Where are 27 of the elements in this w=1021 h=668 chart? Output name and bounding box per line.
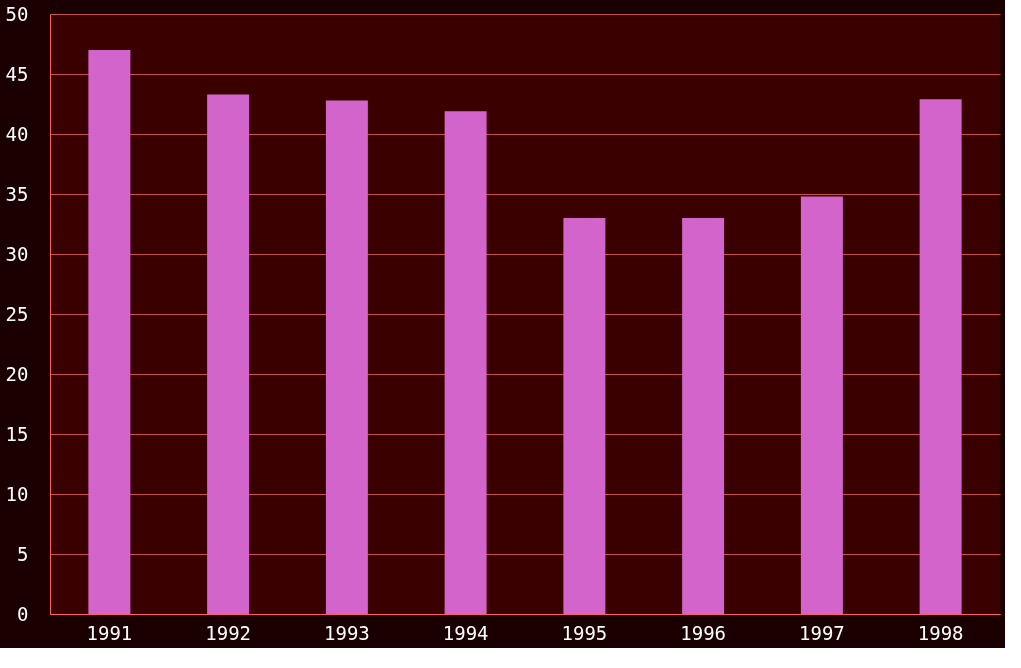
y-tick-label: 50 [5,2,29,25]
bar [325,100,368,614]
bar [88,50,131,614]
x-tick-label: 1997 [798,621,845,644]
x-tick-label: 1996 [680,621,727,644]
y-tick-label: 10 [5,482,29,505]
bar [563,218,606,614]
x-tick-label: 1993 [323,621,370,644]
bar [444,111,487,614]
bar [919,99,962,614]
x-tick-label: 1992 [205,621,252,644]
y-tick-label: 20 [5,362,29,385]
x-tick-label: 1991 [86,621,133,644]
y-tick-label: 5 [17,542,29,565]
bar [682,218,725,614]
y-tick-label: 40 [5,122,29,145]
y-tick-label: 15 [5,422,29,445]
x-tick-label: 1994 [442,621,489,644]
y-tick-label: 25 [5,302,29,325]
x-tick-label: 1998 [917,621,964,644]
y-tick-label: 0 [17,602,29,625]
bar [207,94,250,614]
bar [800,196,843,614]
x-tick-label: 1995 [561,621,608,644]
y-tick-label: 30 [5,242,29,265]
y-tick-label: 35 [5,182,29,205]
y-tick-label: 45 [5,62,29,85]
